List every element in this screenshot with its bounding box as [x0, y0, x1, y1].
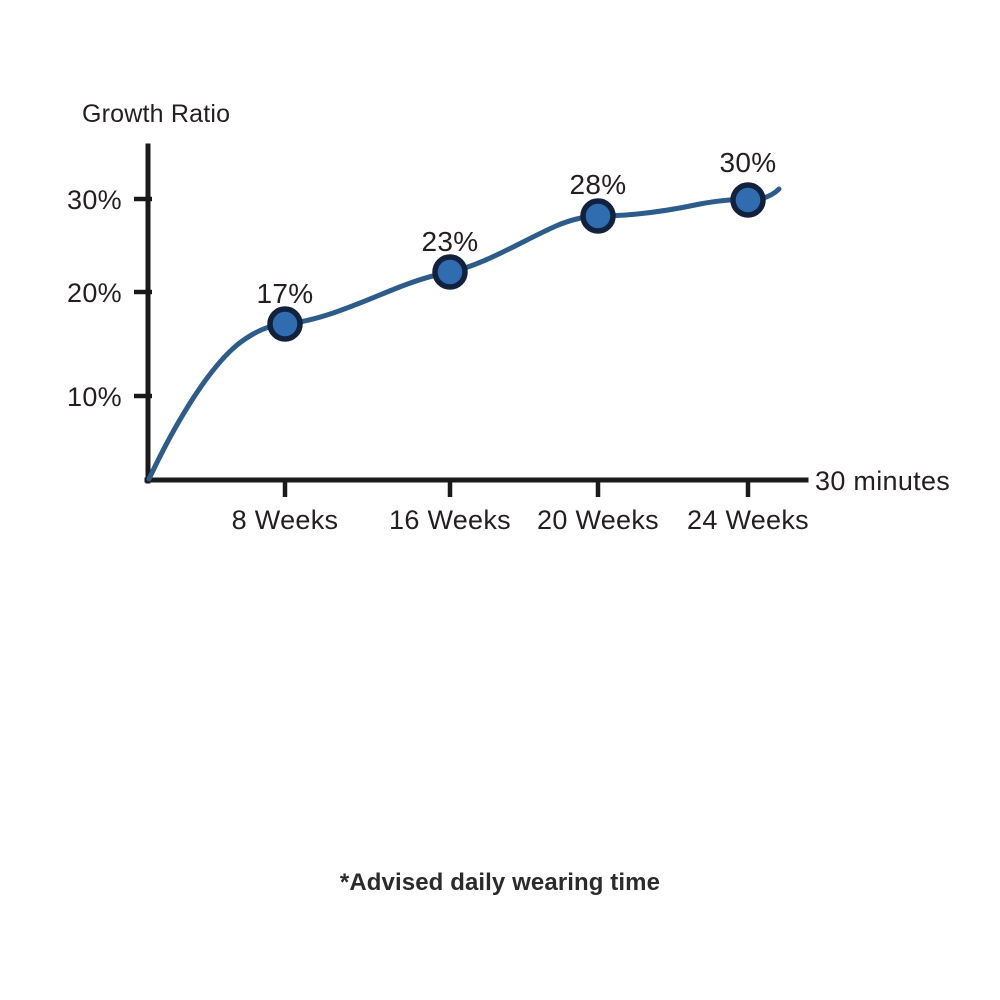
y-tick-label-10: 10%	[67, 382, 122, 412]
x-tick-label-20-weeks: 20 Weeks	[537, 505, 659, 535]
data-point-label-8-weeks: 17%	[257, 278, 314, 309]
growth-ratio-curve	[146, 186, 782, 482]
data-point-marker-24-weeks[interactable]	[730, 182, 766, 218]
y-axis-title: Growth Ratio	[82, 100, 230, 128]
x-tick-label-8-weeks: 8 Weeks	[232, 505, 339, 535]
y-tick-label-30: 30%	[67, 185, 122, 215]
data-point-marker-20-weeks[interactable]	[580, 198, 616, 234]
x-tick-label-16-weeks: 16 Weeks	[389, 505, 511, 535]
data-point-label-16-weeks: 23%	[422, 226, 479, 257]
x-axis-end-label: 30 minutes	[815, 466, 950, 496]
data-point-label-20-weeks: 28%	[570, 169, 627, 200]
data-point-label-24-weeks: 30%	[720, 147, 777, 178]
data-point-marker-8-weeks[interactable]	[267, 306, 303, 342]
y-tick-label-20: 20%	[67, 278, 122, 308]
data-point-marker-16-weeks[interactable]	[432, 254, 468, 290]
x-tick-label-24-weeks: 24 Weeks	[687, 505, 809, 535]
chart-footnote: *Advised daily wearing time	[340, 869, 660, 896]
